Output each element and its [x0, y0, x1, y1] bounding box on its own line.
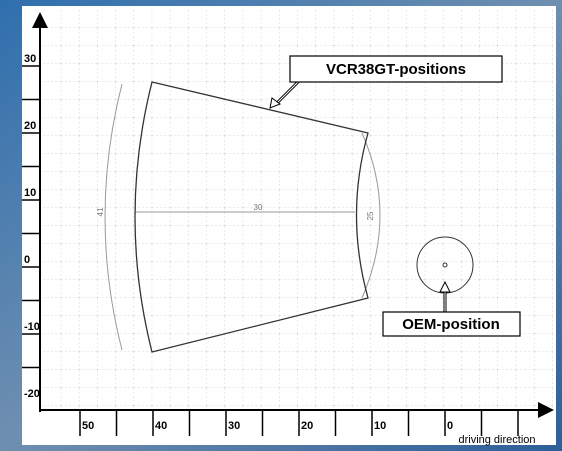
y-tick-label: -20 [24, 388, 40, 400]
x-tick-label: 30 [228, 420, 240, 432]
y-tick-label: -10 [24, 321, 40, 333]
y-tick-label: 30 [24, 53, 36, 65]
dimension-label: 25 [366, 211, 375, 220]
y-tick-label: 10 [24, 187, 36, 199]
dimension-label: 41 [96, 207, 105, 216]
diagram: 30 20 10 0 -10 -20 50 40 30 20 10 0 driving direct… [0, 0, 562, 451]
callout-text: OEM-position [402, 316, 500, 333]
x-tick-label: 40 [155, 420, 167, 432]
x-tick-label: 0 [447, 420, 453, 432]
x-tick-label: 10 [374, 420, 386, 432]
y-tick-label: 0 [24, 254, 30, 266]
dimension-label: 30 [254, 203, 263, 212]
callout-text: VCR38GT-positions [326, 61, 466, 78]
x-axis-label: driving direction [458, 434, 535, 446]
x-tick-label: 20 [301, 420, 313, 432]
y-tick-label: 20 [24, 120, 36, 132]
x-tick-label: 50 [82, 420, 94, 432]
